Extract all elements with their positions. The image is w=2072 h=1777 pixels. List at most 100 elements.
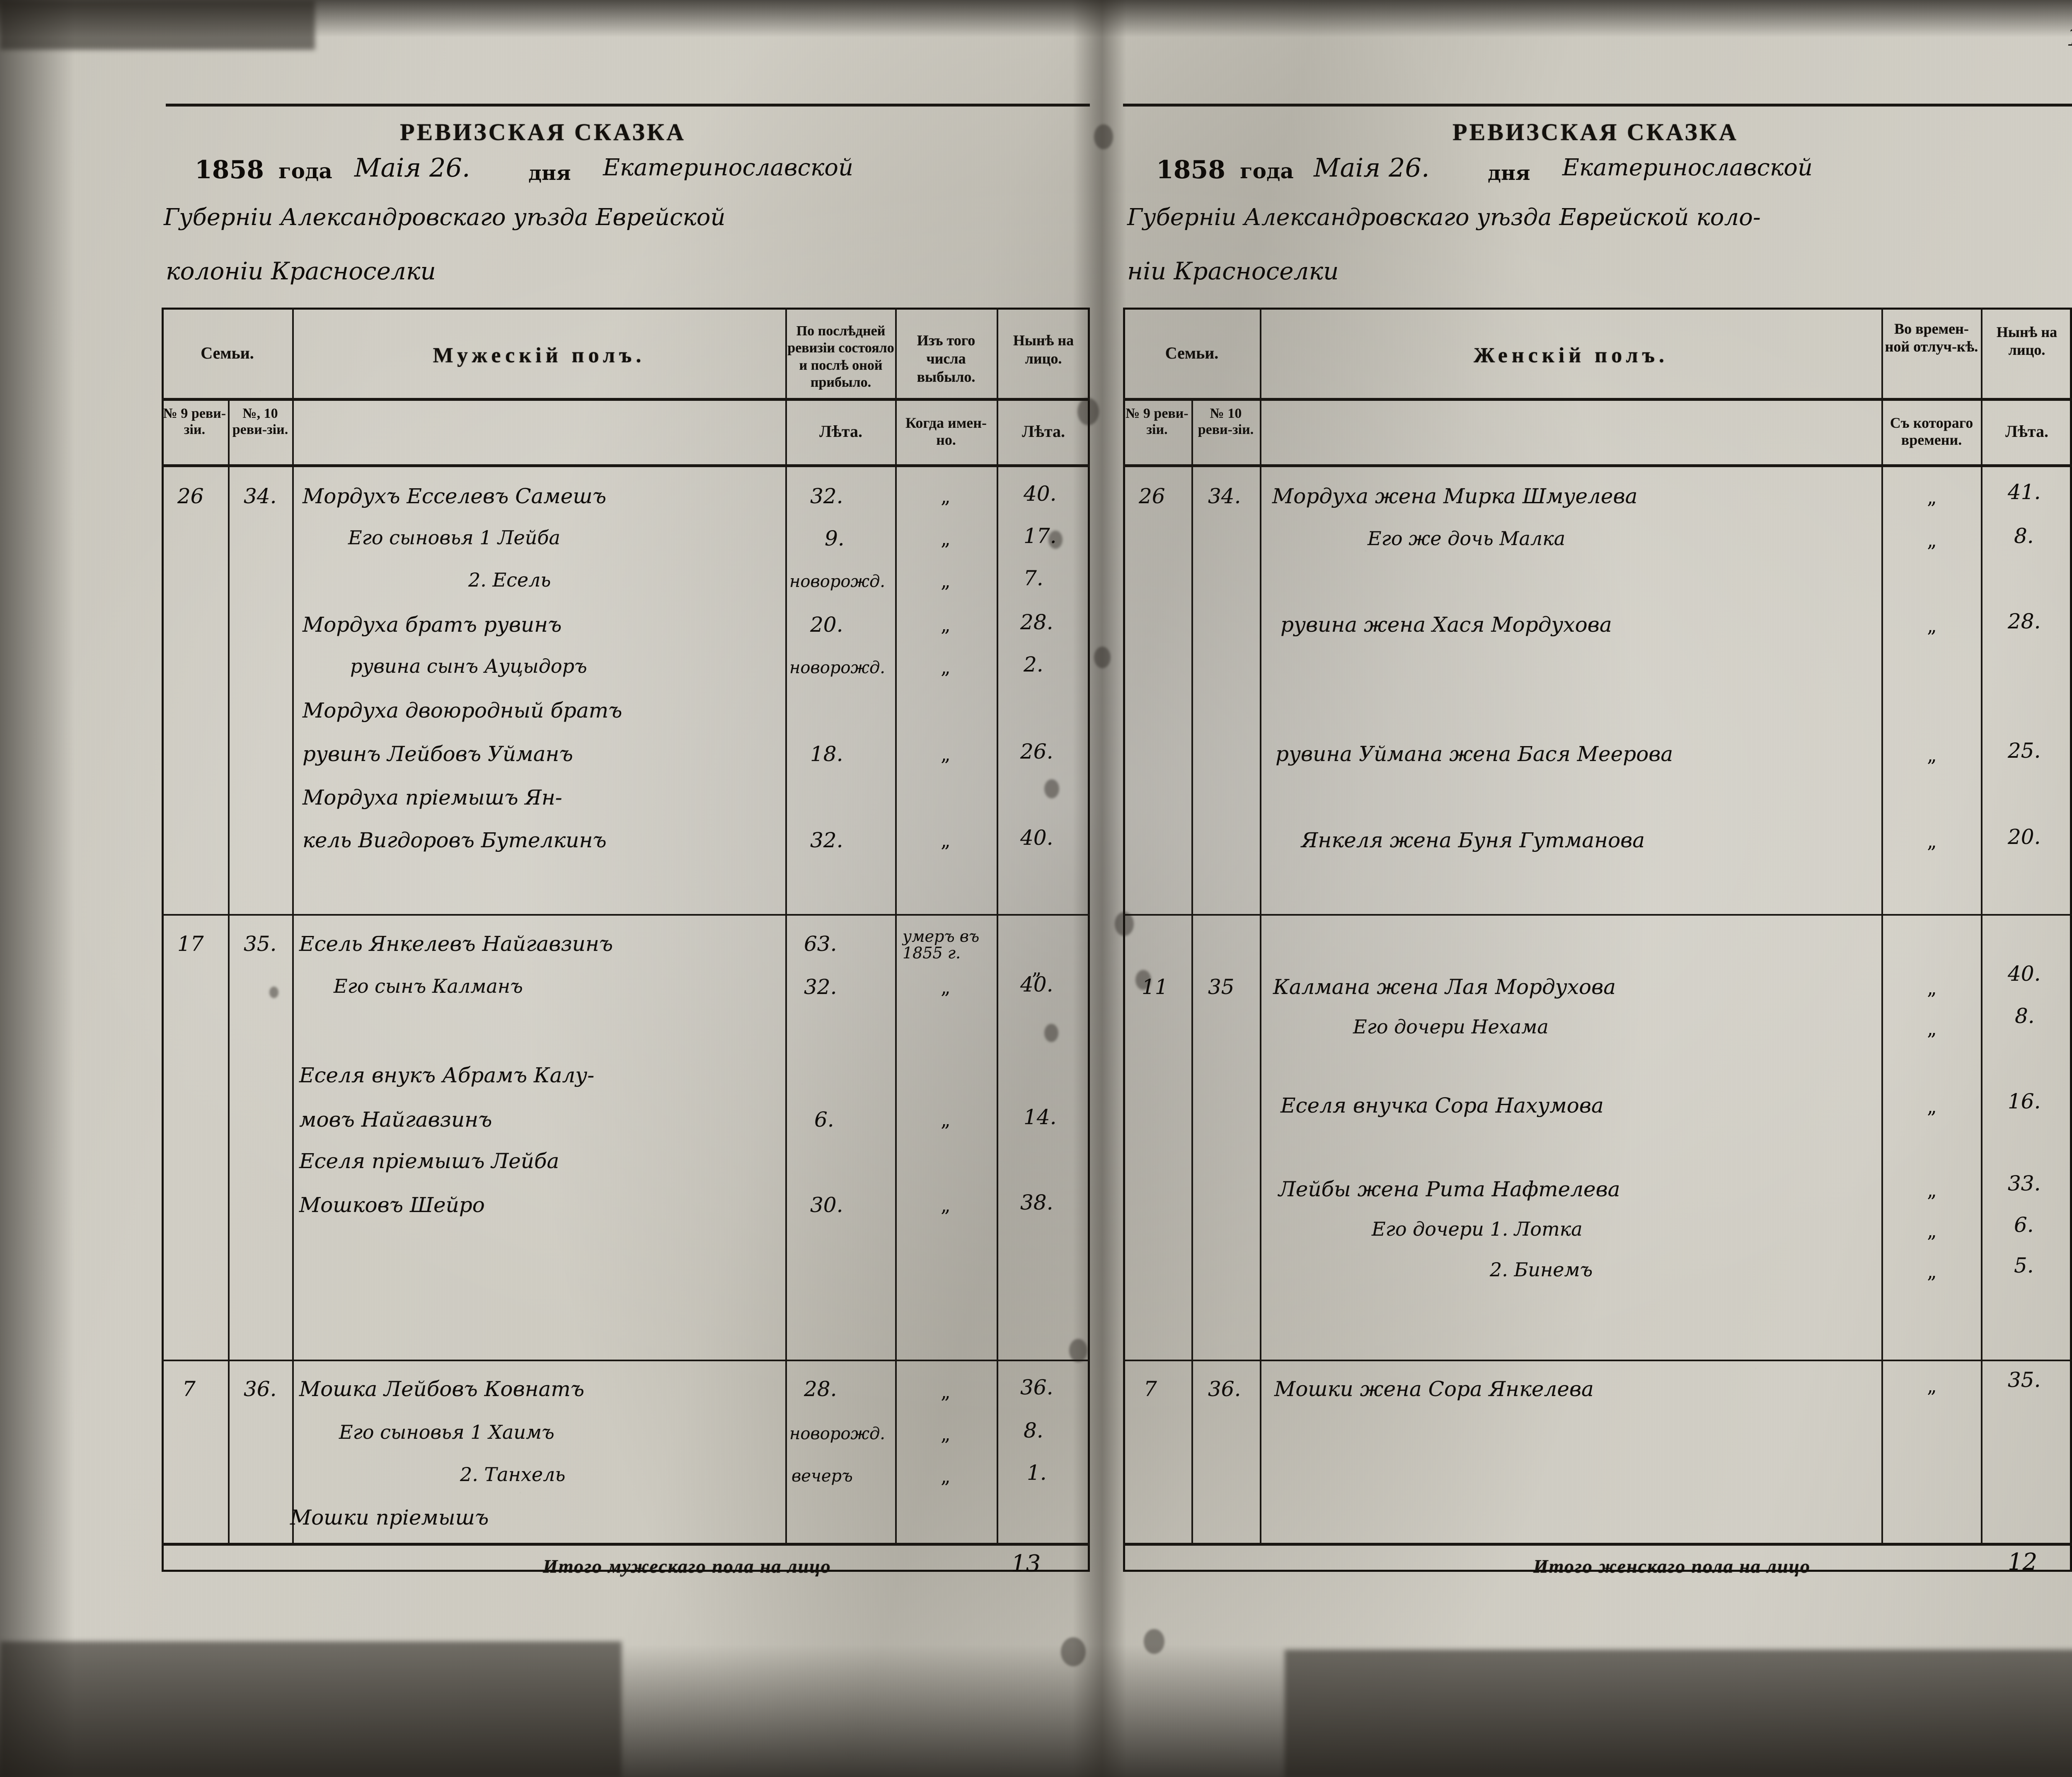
header-temp-absent: Во времен-ной отлуч-кѣ. — [1885, 320, 1978, 355]
person-now-age: 1. — [1027, 1461, 1047, 1485]
person-gone-ditto: „ — [941, 743, 951, 765]
ink-blot — [1061, 1637, 1086, 1666]
person-now-age: 8. — [1024, 1418, 1043, 1442]
person-now-age: 6. — [2014, 1213, 2034, 1237]
preamble-year-word: года — [278, 159, 332, 183]
person-prev-age: новорожд. — [789, 1424, 886, 1443]
page-tear-bottom-right — [1285, 1650, 2072, 1777]
right-footer-label: Итого женскаго пола на лицо — [1533, 1556, 1811, 1577]
person-gone-ditto: „ — [941, 656, 951, 678]
family-block-sep-1 — [1123, 914, 2072, 916]
person-now-age: 5. — [2014, 1253, 2034, 1278]
ink-blot — [1135, 970, 1151, 990]
preamble-year: 1858 — [1156, 155, 1225, 184]
person-gone-ditto: „ — [941, 527, 951, 550]
person-name: Мошковъ Шейро — [299, 1193, 485, 1217]
left-table-header-rule — [162, 398, 1090, 401]
person-absent-ditto: „ — [1927, 614, 1937, 637]
person-now-age: 7. — [1024, 566, 1043, 590]
family-rev9-number: 11 — [1142, 975, 1168, 999]
preamble-line3: колоніи Красноселки — [166, 257, 436, 285]
preamble-line3: ніи Красноселки — [1127, 257, 1339, 285]
ink-blot — [1094, 124, 1113, 149]
subheader-years-prev: Лѣта. — [819, 422, 862, 441]
subheader-rev9: № 9 реви-зіи. — [163, 406, 226, 438]
person-now-age: 41. — [2008, 480, 2041, 504]
person-name: Его дочери Нехама — [1353, 1016, 1549, 1038]
person-name: Еселя пріемышъ Лейба — [299, 1149, 559, 1173]
person-name: Его сыновья 1 Хаимъ — [339, 1421, 554, 1443]
book-gutter-shadow — [1072, 0, 1126, 1777]
preamble-day-word: дня — [1488, 162, 1530, 185]
person-prev-age: 20. — [810, 613, 843, 637]
header-male-sex: Мужескій полъ. — [433, 344, 646, 367]
family-rev10-number: 34. — [244, 484, 277, 508]
person-gone-ditto: „ — [941, 1423, 951, 1445]
person-now-age: 36. — [1020, 1375, 1053, 1399]
person-name: рувина сынъ Ауцыдоръ — [350, 655, 587, 677]
person-prev-age: 32. — [810, 828, 843, 852]
person-name: Янкеля жена Буня Гутманова — [1301, 828, 1645, 852]
family-rev9-number: 26 — [177, 484, 204, 508]
person-absent-ditto: „ — [1927, 977, 1937, 999]
person-name: Его же дочь Малка — [1368, 527, 1566, 550]
person-now-age: 8. — [2014, 524, 2034, 548]
person-name: Мордуха двоюродный братъ — [303, 698, 622, 722]
page-tear-top-left — [0, 0, 315, 50]
left-footer-total: 13 — [1011, 1550, 1041, 1577]
left-table — [162, 308, 1090, 1572]
header-last-revision: По послѣдней ревизіи состояло и послѣ он… — [787, 323, 894, 390]
person-name: Мордуха жена Мирка Шмуелева — [1272, 484, 1638, 508]
left-table-footer-rule — [162, 1543, 1090, 1546]
ink-blot — [269, 987, 278, 998]
left-footer-label: Итого мужескаго пола на лицо — [543, 1556, 831, 1577]
family-block-sep-1 — [162, 914, 1090, 916]
header-female-sex: Женскій полъ. — [1473, 344, 1669, 367]
top-rule-right — [1123, 104, 2072, 107]
person-name: кель Вигдоровъ Бутелкинъ — [303, 828, 607, 852]
preamble-line2: Губерніи Александровскаго уѣзда Еврейско… — [1127, 204, 1761, 231]
person-absent-ditto: „ — [1927, 529, 1937, 551]
person-now-age: 40. — [1020, 972, 1053, 996]
person-name: Еселя внучка Сора Нахумова — [1280, 1093, 1604, 1118]
subheader-years-now: Лѣта. — [1022, 422, 1065, 441]
col-sep-prevage-gone — [895, 308, 897, 1543]
header-now-present: Нынѣ на лицо. — [1996, 324, 2057, 359]
person-name: 2. Бинемъ — [1490, 1258, 1593, 1281]
subheader-rev10: №, 10 реви-зіи. — [232, 406, 288, 438]
person-absent-ditto: „ — [1927, 1179, 1937, 1201]
person-now-age: 28. — [1020, 610, 1053, 634]
family-rev10-number: 35. — [244, 932, 277, 956]
top-rule-left — [166, 104, 1090, 107]
person-now-age: 25. — [2008, 739, 2041, 763]
header-family: Семьи. — [201, 344, 254, 362]
family-rev9-number: 7 — [1144, 1377, 1157, 1401]
person-now-age: 2. — [1024, 652, 1043, 676]
family-rev10-number: 34. — [1208, 484, 1241, 508]
person-gone-ditto: „ — [941, 976, 951, 998]
header-now-present: Нынѣ на лицо. — [1013, 332, 1074, 367]
preamble-day-word: дня — [528, 162, 571, 185]
person-prev-age: 32. — [804, 975, 837, 999]
person-absent-ditto: „ — [1927, 1260, 1937, 1282]
person-now-age: 20. — [2008, 825, 2041, 849]
person-now-age: 33. — [2008, 1171, 2041, 1195]
person-absent-ditto: „ — [1927, 830, 1937, 852]
person-gone-ditto: „ — [941, 1380, 951, 1403]
left-table-subheader-rule — [162, 464, 1090, 467]
ink-blot — [1044, 779, 1059, 798]
left-page: РЕВИЗСКАЯ СКАЗКА 1858 года Маія 26. дня … — [162, 104, 1090, 1577]
preamble-month-day: Маія 26. — [1314, 153, 1430, 183]
header-family: Семьи. — [1165, 344, 1219, 362]
person-absent-ditto: „ — [1927, 1017, 1937, 1040]
person-absent-ditto: „ — [1927, 1095, 1937, 1118]
person-absent-ditto: „ — [1927, 1375, 1937, 1397]
person-absent-ditto: „ — [1927, 1219, 1937, 1242]
col-sep-name-prevage — [785, 308, 787, 1543]
subheader-when-exactly: Когда имен-но. — [905, 415, 987, 448]
person-prev-age: 28. — [804, 1377, 837, 1401]
col-sep-family-name — [292, 308, 294, 1543]
col-sep-gone-now — [997, 308, 998, 1543]
right-table-subheader-rule — [1123, 464, 2072, 467]
